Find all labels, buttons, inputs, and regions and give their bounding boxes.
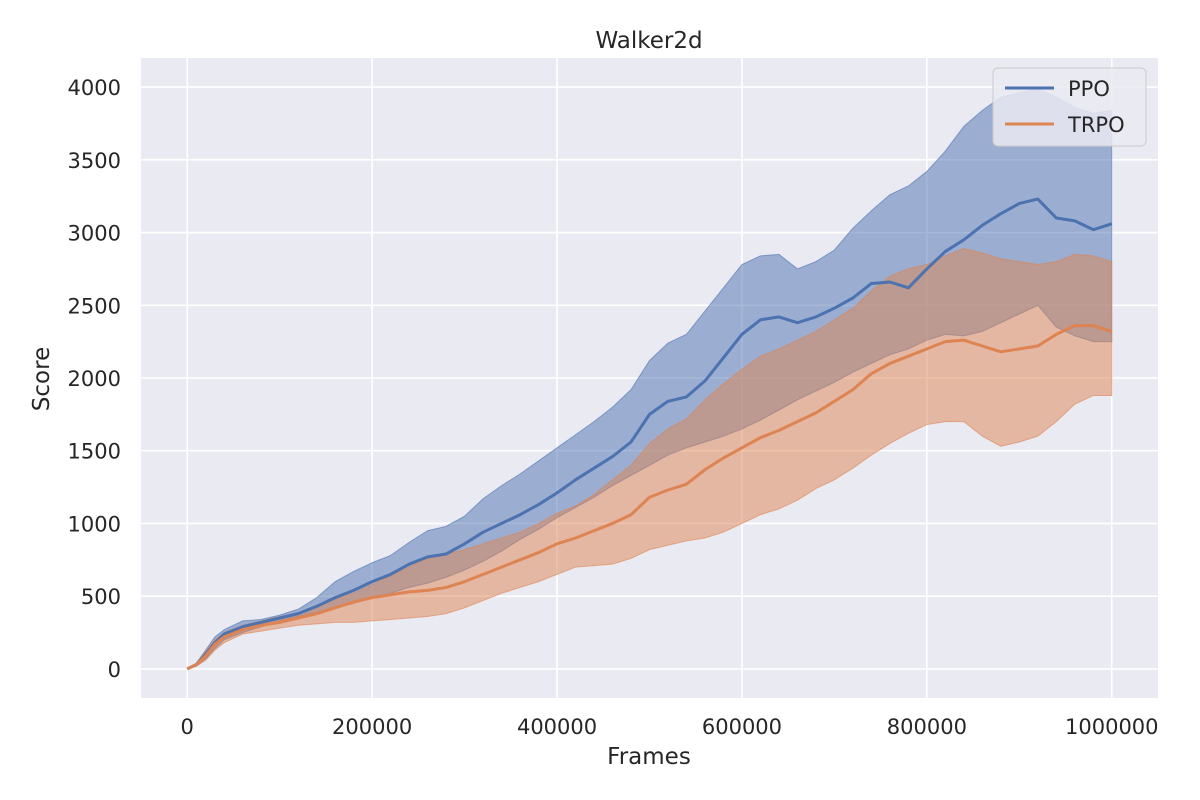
y-tick-label: 2000 [68,367,121,391]
y-tick-label: 1000 [68,512,121,536]
chart-title: Walker2d [595,28,702,54]
x-axis-label: Frames [607,744,691,770]
x-tick-label: 0 [181,715,194,739]
y-tick-label: 3500 [68,149,121,173]
legend-label-ppo: PPO [1068,77,1110,101]
y-tick-label: 3000 [68,222,121,246]
y-tick-label: 500 [81,585,121,609]
legend-label-trpo: TRPO [1067,113,1125,137]
x-tick-labels: 0 200000 400000 600000 800000 1000000 [181,715,1159,739]
x-tick-label: 800000 [887,715,967,739]
y-tick-labels: 0 500 1000 1500 2000 2500 3000 3500 4000 [68,76,121,682]
series-lines [186,197,1113,671]
y-tick-label: 4000 [68,76,121,100]
line-trpo [186,324,1113,671]
y-tick-label: 2500 [68,294,121,318]
confidence-bands [186,88,1113,670]
y-tick-label: 0 [108,658,121,682]
x-tick-label: 1000000 [1065,715,1159,739]
legend: PPO TRPO [992,67,1147,147]
x-tick-label: 600000 [702,715,782,739]
x-tick-label: 200000 [332,715,412,739]
line-ppo [186,197,1113,671]
y-axis-label: Score [29,347,55,411]
band-trpo [186,248,1113,670]
y-tick-label: 1500 [68,440,121,464]
x-tick-label: 400000 [517,715,597,739]
